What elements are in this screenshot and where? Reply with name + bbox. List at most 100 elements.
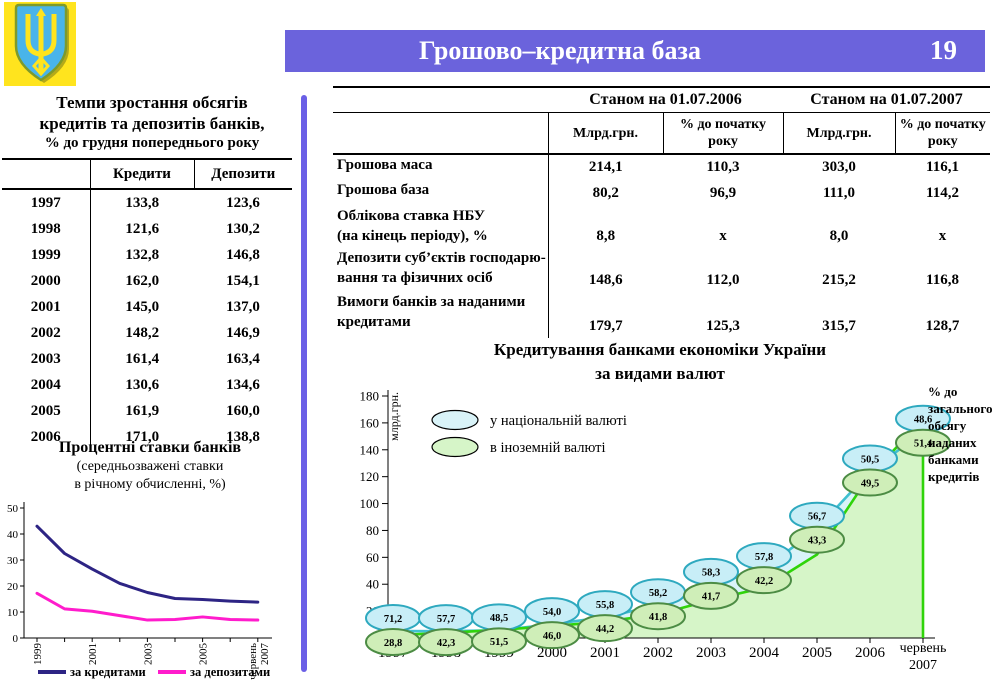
money-value-cell-1: х: [719, 228, 727, 244]
money-value-cell-0: 8,8: [596, 228, 616, 244]
y-tick-label: 180: [360, 389, 380, 404]
y-tick-label: 80: [366, 523, 379, 538]
legend-label-foreign: в іноземній валюті: [490, 440, 605, 456]
y-axis-title: млрд.грн.: [387, 392, 401, 441]
share-ellipse-foreign: [842, 468, 898, 497]
share-label-national: 54,0: [543, 607, 561, 618]
x-tick-label: 2003: [142, 643, 154, 666]
money-row-label: Грошова маса: [333, 154, 549, 180]
x-tick-label: червень: [900, 641, 947, 656]
growth-deposit-cell: 138,8: [226, 428, 260, 445]
growth-deposit-cell: 123,6: [226, 194, 260, 211]
growth-deposit-cell: 146,9: [226, 324, 260, 341]
money-row-label-line: Грошова маса: [337, 157, 433, 173]
credit-chart-title-line2: за видами валют: [595, 364, 725, 383]
share-label-foreign: 28,8: [384, 638, 402, 649]
growth-credit-cell: 171,0: [125, 428, 160, 445]
rates-chart-title-line: Процентні ставки банків: [58, 439, 242, 456]
share-label-national: 48,6: [914, 415, 932, 426]
legend-label-credit: за кредитами: [70, 665, 146, 679]
share-label-foreign: 41,7: [702, 592, 720, 603]
share-ellipse-foreign: [524, 621, 580, 650]
growth-year-cell: 2004: [2, 372, 91, 398]
money-value-cell-3: х: [938, 228, 947, 244]
money-row-label: Грошова база: [333, 180, 549, 206]
y-tick-label: 120: [360, 469, 380, 484]
growth-year-cell: 2005: [2, 398, 91, 424]
y-tick-label: 100: [360, 496, 380, 511]
table-row: 2000 162,0 154,1: [2, 268, 292, 294]
x-tick-label: 2005: [802, 645, 832, 661]
growth-table-title-line2: кредитів та депозитів банків,: [39, 114, 265, 133]
money-row-label: Облікова ставка НБУ (на кінець періоду), …: [333, 206, 549, 248]
rates-series-line-0: [35, 524, 260, 604]
rates-chart-subtitle-line2: в річному обчисленні, %): [74, 477, 226, 492]
money-subheader-0: Млрд.грн.: [547, 112, 663, 155]
growth-credit-cell: 162,0: [125, 272, 160, 289]
x-tick-label: 2006: [855, 645, 886, 661]
share-ellipse-foreign: [789, 525, 845, 554]
growth-deposit-cell: 134,6: [226, 376, 260, 393]
money-value-cell-1: 110,3: [706, 159, 740, 175]
table-row: 2006 171,0 138,8: [2, 424, 292, 450]
money-row-label-line: Облікова ставка НБУ: [337, 208, 485, 224]
money-value-cell-1: 112,0: [706, 272, 740, 288]
growth-deposit-cell: 146,8: [226, 246, 260, 263]
y-tick-label: 10: [7, 607, 19, 619]
money-date-2007: Станом на 01.07.2007: [783, 86, 990, 113]
ukraine-coat-of-arms-icon: [14, 3, 69, 83]
money-subheader-blank: [333, 112, 548, 155]
table-row: Грошова маса 214,1 110,3 303,0 116,1: [333, 154, 990, 180]
money-subheader-1: % до початку року: [662, 112, 783, 155]
page-number: 19: [930, 35, 957, 65]
money-value-cell-3: 114,2: [926, 184, 959, 201]
share-label-foreign: 44,2: [596, 624, 614, 635]
x-tick-label: 2005: [198, 643, 210, 666]
money-subheader-3: % до початку року: [894, 112, 990, 155]
table-row: 2005 161,9 160,0: [2, 398, 292, 424]
money-value-cell-3: 116,1: [926, 159, 959, 175]
money-value-cell-0: 148,6: [588, 272, 623, 288]
share-label-foreign: 51,4: [914, 439, 933, 450]
y-tick-label: 0: [13, 633, 19, 645]
growth-deposit-cell: 163,4: [226, 350, 260, 367]
share-label-national: 56,7: [808, 511, 826, 522]
growth-deposit-cell: 130,2: [226, 220, 260, 237]
share-label-national: 48,5: [490, 613, 508, 624]
money-value-cell-3: 128,7: [925, 318, 960, 334]
x-tick-label: 2001: [590, 645, 620, 661]
share-ellipse-foreign: [630, 602, 686, 631]
money-subheader-row: Млрд.грн.% до початку року Млрд.грн.% до …: [333, 112, 990, 155]
money-value-cell-2: 8,0: [829, 228, 849, 244]
table-row: Депозити суб’єктів господарю-вання та фі…: [333, 248, 990, 292]
growth-deposit-cell: 137,0: [226, 298, 260, 315]
share-label-national: 57,7: [437, 614, 455, 625]
share-label-national: 50,5: [861, 454, 879, 465]
table-row: 2001 145,0 137,0: [2, 294, 292, 320]
table-row: Вимоги банків за наданими кредитами 179,7 1…: [333, 292, 990, 338]
rates-chart-title: Процентні ставки банків (середньозважені…: [18, 438, 282, 494]
money-table: Станом на 01.07.2006 Станом на 01.07.2007…: [333, 86, 990, 338]
growth-year-cell: 2003: [2, 346, 91, 372]
money-row-label-line: (на кінець періоду), %: [337, 228, 488, 244]
table-row: Облікова ставка НБУ (на кінець періоду), …: [333, 206, 990, 248]
foreign-share-labels: 28,8 42,3 51,5 46,0 44,2 41,8 41,7 42,2 43,3 49,5…: [365, 428, 951, 657]
growth-year-cell: 2002: [2, 320, 91, 346]
growth-credit-cell: 132,8: [125, 246, 160, 263]
share-ellipse-foreign: [471, 627, 527, 656]
share-label-national: 71,2: [384, 614, 402, 625]
y-tick-label: 40: [7, 529, 19, 541]
growth-header-deposit: Депозити: [194, 158, 292, 190]
x-tick-label: 2003: [696, 645, 726, 661]
growth-year-cell: 2006: [2, 424, 91, 450]
growth-header-row: Кредити Депозити: [2, 158, 292, 190]
rates-legend: за кредитами за депозитами: [38, 665, 270, 679]
x-tick-label: 2007: [909, 658, 937, 673]
x-tick-label: 2004: [749, 645, 780, 661]
credit-chart-annotation: % до загального обсягу наданих банками к…: [928, 384, 993, 484]
money-value-cell-2: 315,7: [822, 318, 856, 334]
money-row-label-line: Вимоги банків за наданими: [337, 294, 526, 310]
rates-series-line-1: [35, 591, 260, 622]
money-row-label-line: кредитами: [337, 314, 411, 330]
y-tick-label: 60: [366, 550, 379, 565]
